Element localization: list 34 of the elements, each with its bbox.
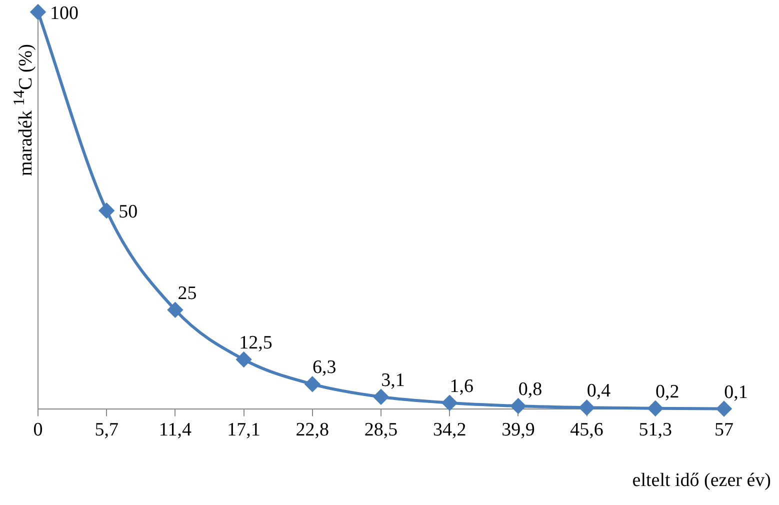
point [236,352,252,368]
point [510,398,526,414]
x-tick-label: 28,5 [364,420,398,441]
data-label: 0,4 [586,380,612,402]
x-tick-label: 0 [33,420,43,441]
x-tick-label: 5,7 [94,420,118,441]
data-label: 6,3 [312,357,336,378]
x-tick-label: 45,6 [570,420,604,441]
point [168,302,183,318]
data-label: 12,5 [239,332,272,354]
x-tick-label: 17,1 [227,420,260,441]
data-label: 3,1 [381,370,405,391]
data-label: 50 [118,202,138,223]
data-label: 1,6 [450,376,474,397]
point [374,389,388,404]
x-tick-label: 22,8 [296,420,330,441]
data-label: 100 [50,2,78,24]
point [99,203,114,218]
x-tick-label: 34,2 [432,420,466,441]
point [648,400,663,416]
x-tick-label: 51,3 [638,420,672,441]
data-label: 0,8 [518,379,542,400]
point [442,395,458,410]
x-axis-title: eltelt idő (ezer év) [632,470,771,492]
data-label: 0,1 [724,382,748,403]
data-label: 25 [178,282,197,304]
point [30,4,46,20]
point [579,400,594,416]
x-tick-label: 39,9 [502,420,535,441]
point [716,401,732,416]
x-tick-label: 57 [714,420,734,441]
point [304,376,320,392]
data-label: 0,2 [656,381,680,402]
x-tick-label: 11,4 [158,420,192,441]
